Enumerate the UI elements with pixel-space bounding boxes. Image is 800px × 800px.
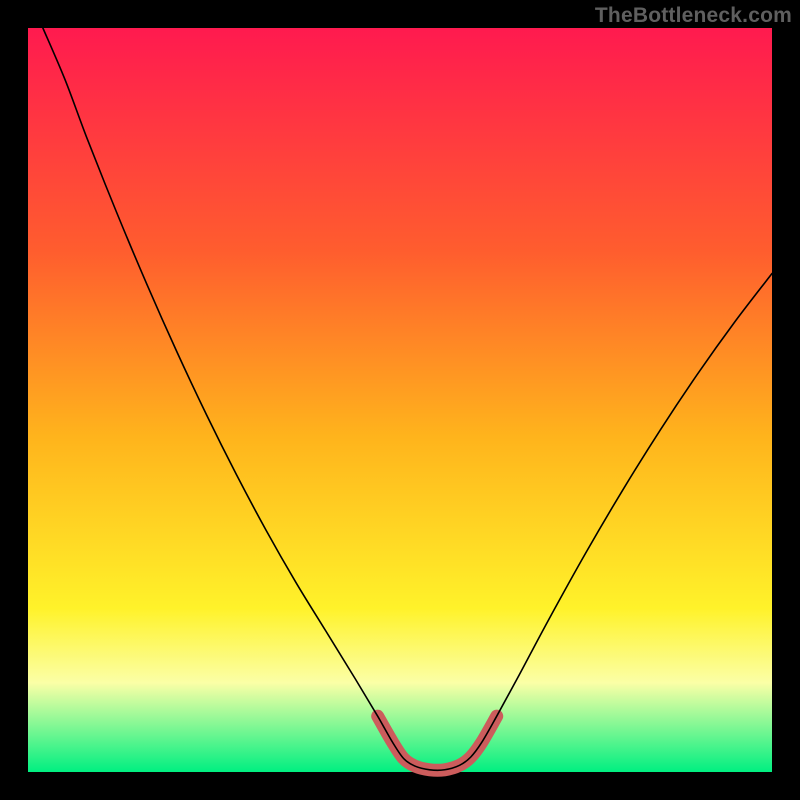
watermark-text: TheBottleneck.com (595, 4, 792, 28)
chart-svg (0, 0, 800, 800)
optimal-range-highlight (378, 716, 497, 770)
chart-canvas: TheBottleneck.com (0, 0, 800, 800)
bottleneck-curve (43, 28, 772, 770)
